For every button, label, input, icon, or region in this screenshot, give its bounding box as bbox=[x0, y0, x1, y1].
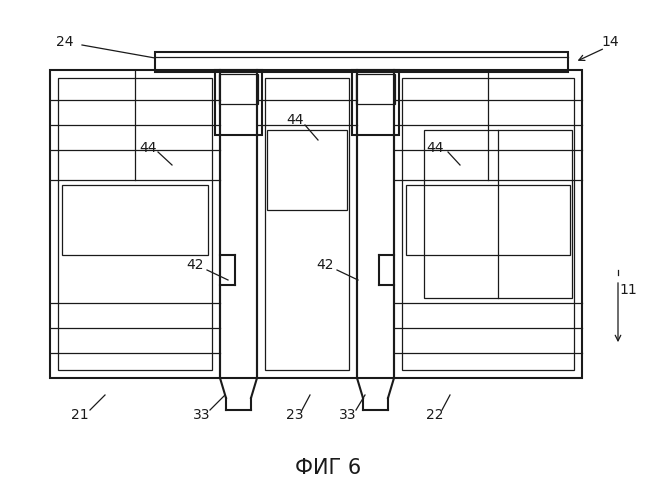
Bar bbox=[424, 130, 572, 298]
Bar bbox=[394, 70, 582, 378]
Text: 11: 11 bbox=[619, 283, 637, 297]
Bar bbox=[356, 74, 395, 104]
Text: 33: 33 bbox=[339, 408, 357, 422]
Bar bbox=[62, 185, 208, 255]
Text: 44: 44 bbox=[426, 141, 443, 155]
Text: 33: 33 bbox=[193, 408, 211, 422]
Bar bbox=[50, 70, 220, 378]
Text: 42: 42 bbox=[186, 258, 204, 272]
Text: 24: 24 bbox=[57, 35, 74, 49]
Bar bbox=[215, 70, 262, 135]
Bar bbox=[155, 52, 568, 72]
Bar bbox=[220, 70, 257, 378]
Text: ФИГ 6: ФИГ 6 bbox=[295, 458, 361, 478]
Bar bbox=[352, 70, 399, 135]
Text: 42: 42 bbox=[316, 258, 334, 272]
Text: 22: 22 bbox=[426, 408, 443, 422]
Text: 44: 44 bbox=[286, 113, 304, 127]
Bar bbox=[257, 70, 357, 378]
Bar bbox=[406, 185, 570, 255]
Text: 23: 23 bbox=[286, 408, 304, 422]
Bar bbox=[265, 78, 349, 370]
Text: 44: 44 bbox=[139, 141, 157, 155]
Text: 21: 21 bbox=[71, 408, 89, 422]
Text: 14: 14 bbox=[601, 35, 619, 49]
Bar bbox=[58, 78, 212, 370]
Bar bbox=[219, 74, 258, 104]
Bar bbox=[267, 130, 347, 210]
Bar bbox=[357, 70, 394, 378]
Bar bbox=[402, 78, 574, 370]
